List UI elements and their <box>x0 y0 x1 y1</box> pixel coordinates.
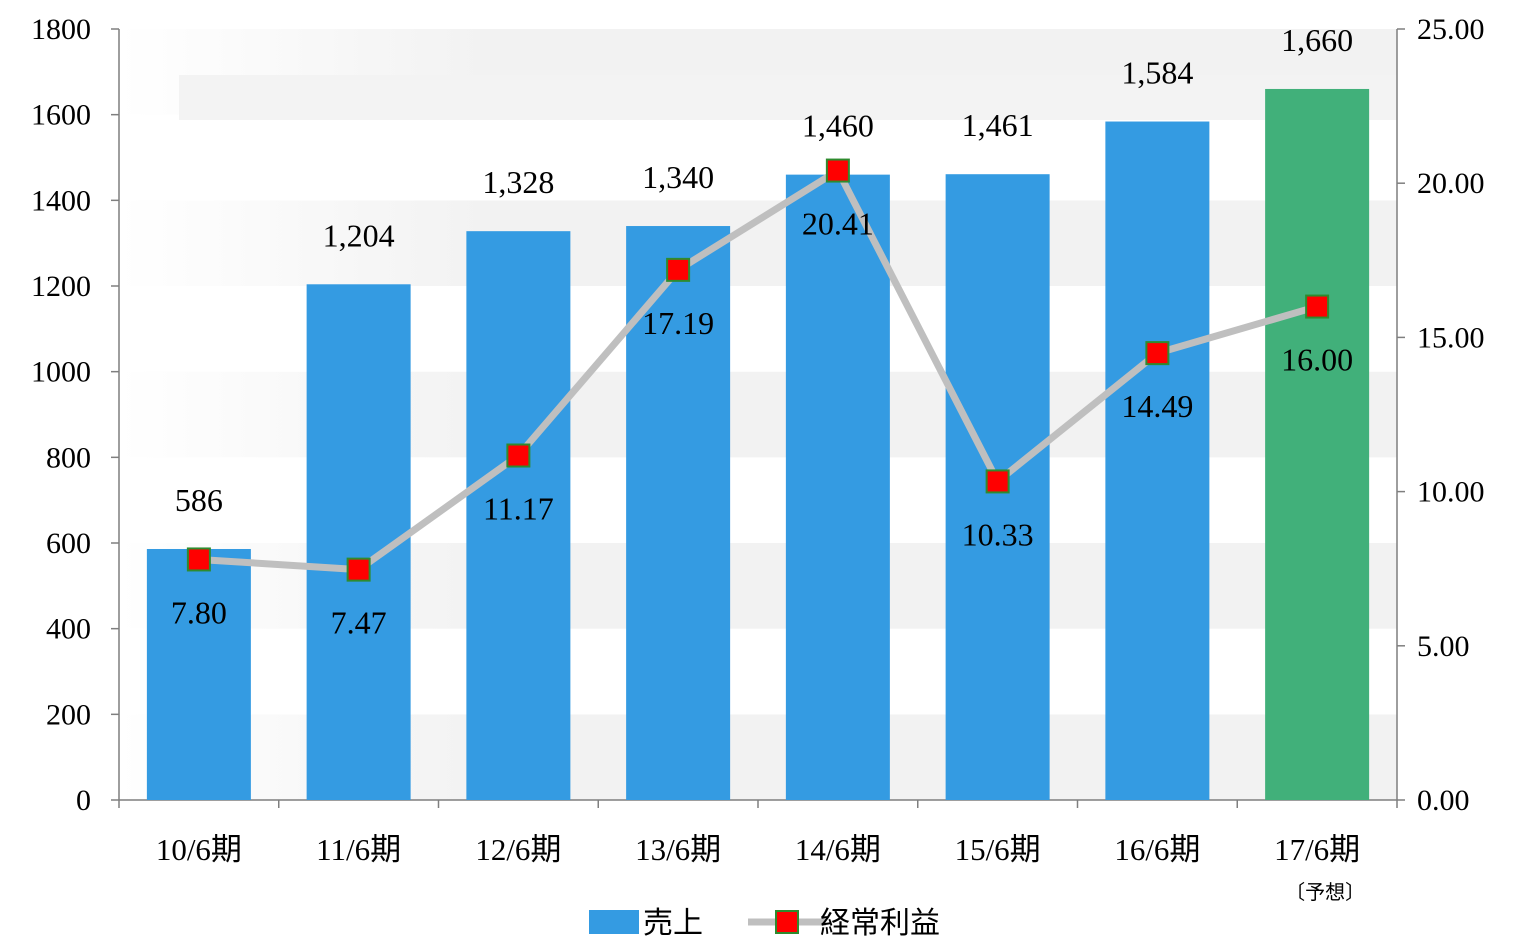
bar-value-label: 1,461 <box>962 107 1034 143</box>
data-labels: 586 1,204 1,328 1,340 1,460 1,461 1,584 1,660 7.… <box>171 22 1353 641</box>
bar-value-label: 1,328 <box>482 164 554 200</box>
y-right-tick-label: 25.00 <box>1417 13 1485 46</box>
bar-value-label: 586 <box>175 482 223 518</box>
legend-label-profit: 経常利益 <box>820 906 940 938</box>
bar <box>1265 88 1370 800</box>
profit-value-label: 20.41 <box>802 206 874 242</box>
profit-marker <box>506 443 531 468</box>
profit-value-label: 14.49 <box>1121 388 1193 424</box>
bar-value-label: 1,204 <box>323 217 395 253</box>
profit-value-label: 10.33 <box>962 516 1034 552</box>
x-tick-label: 13/6期 <box>635 832 721 867</box>
profit-value-label: 17.19 <box>642 305 714 341</box>
y-left-tick-label: 1800 <box>31 13 91 46</box>
bar <box>1105 121 1210 800</box>
profit-value-label: 7.80 <box>171 594 227 630</box>
bar-value-label: 1,660 <box>1281 22 1353 58</box>
profit-marker <box>1305 294 1330 319</box>
x-tick-label: 12/6期 <box>475 832 561 867</box>
y-right-tick-label: 10.00 <box>1417 476 1485 509</box>
profit-marker <box>186 547 211 572</box>
y-left-tick-label: 800 <box>46 441 91 474</box>
bar <box>626 226 731 801</box>
background-band <box>179 75 1397 120</box>
bar <box>146 548 251 800</box>
profit-value-label: 7.47 <box>331 605 387 641</box>
profit-marker <box>1145 341 1170 366</box>
y-left-tick-label: 600 <box>46 527 91 560</box>
y-right-tick-label: 5.00 <box>1417 630 1470 663</box>
profit-line <box>198 167 1319 574</box>
legend-marker-profit <box>775 910 799 934</box>
y-right-tick-label: 20.00 <box>1417 167 1485 200</box>
y-right-tick-label: 0.00 <box>1417 784 1470 817</box>
bar-series <box>146 88 1370 801</box>
y-left-tick-label: 1400 <box>31 184 91 217</box>
legend: 売上 経常利益 <box>589 906 940 938</box>
x-tick-label: 11/6期 <box>316 832 401 867</box>
x-tick-label: 14/6期 <box>795 832 881 867</box>
legend-label-sales: 売上 <box>643 906 703 938</box>
profit-marker <box>666 257 691 282</box>
profit-marker <box>985 469 1010 494</box>
y-left-tick-label: 1600 <box>31 99 91 132</box>
profit-marker <box>825 158 850 183</box>
legend-swatch-sales <box>589 910 639 934</box>
category-note: 〔予想〕 <box>1285 880 1365 904</box>
profit-value-label: 16.00 <box>1281 342 1353 378</box>
x-tick-label: 16/6期 <box>1114 832 1200 867</box>
bar-value-label: 1,340 <box>642 159 714 195</box>
y-left-tick-label: 1000 <box>31 356 91 389</box>
x-tick-label: 17/6期 <box>1274 832 1360 867</box>
bar-value-label: 1,584 <box>1121 55 1193 91</box>
bar <box>785 174 890 801</box>
line-series <box>186 158 1330 582</box>
axes: 0 200 400 600 800 1000 1200 1400 1600 1800 0.00 5.0… <box>31 13 1485 904</box>
y-left-tick-label: 200 <box>46 698 91 731</box>
bar-value-label: 1,460 <box>802 108 874 144</box>
y-left-tick-label: 0 <box>76 784 91 817</box>
y-left-tick-label: 1200 <box>31 270 91 303</box>
y-right-tick-label: 15.00 <box>1417 321 1485 354</box>
profit-marker <box>346 557 371 582</box>
profit-value-label: 11.17 <box>483 491 554 527</box>
x-tick-label: 10/6期 <box>156 832 242 867</box>
bar <box>466 231 571 800</box>
y-left-tick-label: 400 <box>46 613 91 646</box>
x-tick-label: 15/6期 <box>955 832 1041 867</box>
